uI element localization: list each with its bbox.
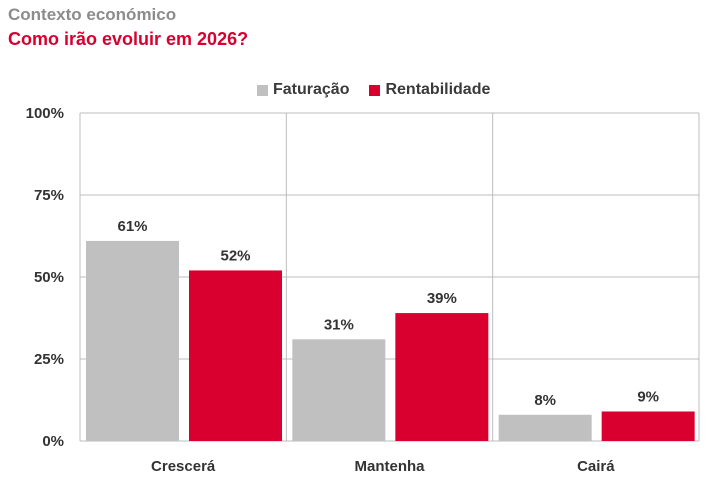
chart-title: Como irão evoluir em 2026? [8,29,249,49]
legend-swatch-faturacao [257,84,268,96]
x-tick-label: Crescerá [151,458,216,475]
y-tick-label: 75% [34,187,64,204]
legend-swatch-rentabilidade [369,84,381,96]
y-tick-label: 100% [26,105,64,122]
legend-label-faturacao: Faturação [273,81,350,98]
y-tick-label: 50% [34,269,64,286]
data-label: 52% [220,247,250,264]
chart-legend: Faturação Rentabilidade [257,81,510,99]
data-label: 61% [117,218,147,235]
x-tick-label: Mantenha [354,458,425,475]
data-label: 9% [637,388,659,405]
y-tick-label: 25% [34,351,64,368]
bar [189,270,282,441]
bar [395,313,489,441]
chart-header: Contexto económico Como irão evoluir em … [8,5,248,50]
bar [292,339,386,441]
bar [86,240,179,441]
x-tick-label: Cairá [577,458,615,475]
legend-item-faturacao: Faturação [257,81,349,99]
bar [498,414,592,441]
legend-item-rentabilidade: Rentabilidade [369,81,490,99]
data-label: 8% [534,392,556,409]
section-kicker: Contexto económico [8,5,177,24]
legend-label-rentabilidade: Rentabilidade [385,81,491,98]
bar [601,411,695,441]
data-label: 31% [324,316,354,333]
data-label: 39% [427,290,457,307]
y-tick-label: 0% [42,433,64,450]
